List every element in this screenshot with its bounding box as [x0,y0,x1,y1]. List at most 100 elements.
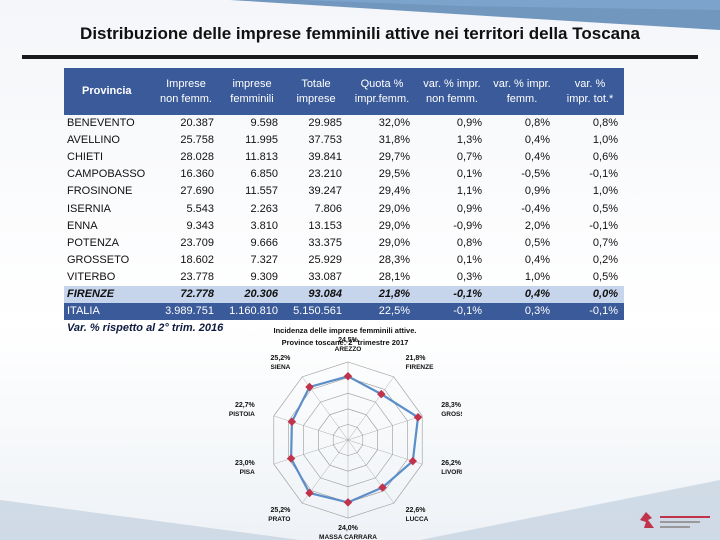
radar-value-label: 28,3% [441,402,462,409]
table-cell: -0,1% [589,168,618,181]
col-header-imprese-non-femm: Imprese non femm. [152,68,220,115]
table-cell: 25.758 [180,134,214,147]
radar-spoke [347,439,394,504]
table-cell: ENNA [67,219,98,232]
table-cell: 25.929 [308,253,342,266]
table-cell: FIRENZE [64,285,152,304]
table-row: ISERNIA 5.543 2.263 7.806 29,0% 0,9% -0,4% 0,5% [64,200,624,217]
col-header-var-non-femm: var. % impr. non femm. [416,68,488,115]
col-header-var-femm: var. % impr. femm. [488,68,556,115]
col-header-quota: Quota % impr.femm. [348,68,416,115]
table-cell: 0,4% [524,253,550,266]
table-cell: 0,5% [592,202,618,215]
table-cell: -0,1% [416,303,488,321]
radar-value-label: 24,5% [338,337,359,344]
col-header-imprese-femm: imprese femminili [220,68,284,115]
table-cell: 29,7% [378,151,410,164]
table-cell: 20.306 [220,285,284,304]
table-cell: 28.028 [180,151,214,164]
radar-value-label: 21,8% [406,355,427,362]
table-cell: 28,1% [378,270,410,283]
radar-point [305,382,314,392]
radar-category-label: SIENA [271,364,291,371]
table-cell: 0,5% [592,270,618,283]
table-cell: 2.263 [250,202,278,215]
table-cell: CAMPOBASSO [67,168,146,181]
table-cell: 0,7% [592,236,618,249]
radar-point [343,372,353,381]
table-cell: 20.387 [180,117,214,130]
table-cell: 23.709 [180,236,214,249]
table-cell: 9.598 [250,117,278,130]
header-decoration [230,0,720,30]
table-cell: 11.995 [245,134,278,147]
chamber-logo [640,512,710,528]
radar-point [343,498,353,507]
table-row: CHIETI 28.028 11.813 39.841 29,7% 0,7% 0,4% 0,6… [64,149,624,166]
table-row: CAMPOBASSO 16.360 6.850 23.210 29,5% 0,1% -0,5… [64,166,624,183]
table-cell: 0,3% [456,270,482,283]
table-row-italia: ITALIA 3.989.751 1.160.810 5.150.561 22,5% -0… [64,303,624,321]
table-cell: 3.989.751 [152,303,220,321]
table-cell: 0,8% [524,117,550,130]
table-row: VITERBO 23.778 9.309 33.087 28,1% 0,3% 1,0% 0,5… [64,269,624,286]
table-cell: ISERNIA [67,202,112,215]
radar-category-label: PISTOIA [229,411,255,418]
radar-value-label: 24,0% [338,525,359,532]
radar-point [413,413,423,422]
table-cell: AVELLINO [67,134,120,147]
table-cell: 28,3% [378,253,410,266]
table-cell: 2,0% [524,219,550,232]
table-cell: 29,4% [378,185,410,198]
table-row: FROSINONE 27.690 11.557 39.247 29,4% 1,1% 0,9%… [64,183,624,200]
radar-category-label: PISA [240,469,255,476]
table-cell: GROSSETO [67,253,130,266]
table-cell: 5.150.561 [284,303,348,321]
table-cell: 0,4% [524,134,550,147]
table-cell: 21,8% [348,285,416,304]
radar-value-label: 26,2% [441,460,462,467]
radar-category-label: GROSSETO [441,411,462,418]
table-cell: 1,0% [592,134,618,147]
table-cell: 0,4% [488,285,556,304]
table-cell: CHIETI [67,151,104,164]
table-cell: FROSINONE [67,185,133,198]
chart-subtitle: Province toscane: 2° trimestre 2017 [282,338,409,347]
table-cell: 0,5% [524,236,550,249]
radar-point [408,456,418,466]
table-cell: 1,0% [592,185,618,198]
table-cell: 11.813 [245,151,278,164]
table-cell: 29,5% [378,168,410,181]
radar-category-label: MASSA CARRARA [319,534,377,540]
table-cell: 37.753 [308,134,342,147]
col-header-provincia: Provincia [64,68,152,115]
table-cell: 13.153 [308,219,342,232]
table-cell: 9.666 [250,236,278,249]
table-cell: 93.084 [284,285,348,304]
title-rule [22,55,698,59]
table-row: POTENZA 23.709 9.666 33.375 29,0% 0,8% 0,5% 0,7… [64,235,624,252]
chart-title: Incidenza delle imprese femminili attive… [274,326,417,335]
table-note-row: Var. % rispetto al 2° trim. 2016 [64,320,624,337]
provinces-table: Provincia Imprese non femm. imprese femmin… [64,68,624,337]
table-cell: 0,4% [524,151,550,164]
table-cell: 6.850 [250,168,278,181]
table-cell: 33.087 [308,270,342,283]
radar-value-label: 22,6% [406,507,427,514]
table-cell: 29,0% [378,202,410,215]
table-cell: 9.343 [186,219,214,232]
table-cell: -0,5% [521,168,550,181]
radar-spoke [347,415,423,441]
slide-title: Distribuzione delle imprese femminili at… [80,24,640,43]
table-cell: 29.985 [308,117,342,130]
table-cell: 0,7% [456,151,482,164]
table-cell: -0,1% [416,285,488,304]
table-cell: 16.360 [180,168,214,181]
radar-category-label: AREZZO [335,346,362,353]
table-cell: 0,1% [456,253,482,266]
table-cell: 1.160.810 [220,303,284,321]
table-cell: 0,9% [456,202,482,215]
table-note: Var. % rispetto al 2° trim. 2016 [67,322,224,335]
radar-category-label: LIVORNO [441,469,462,476]
table-cell: 22,5% [348,303,416,321]
